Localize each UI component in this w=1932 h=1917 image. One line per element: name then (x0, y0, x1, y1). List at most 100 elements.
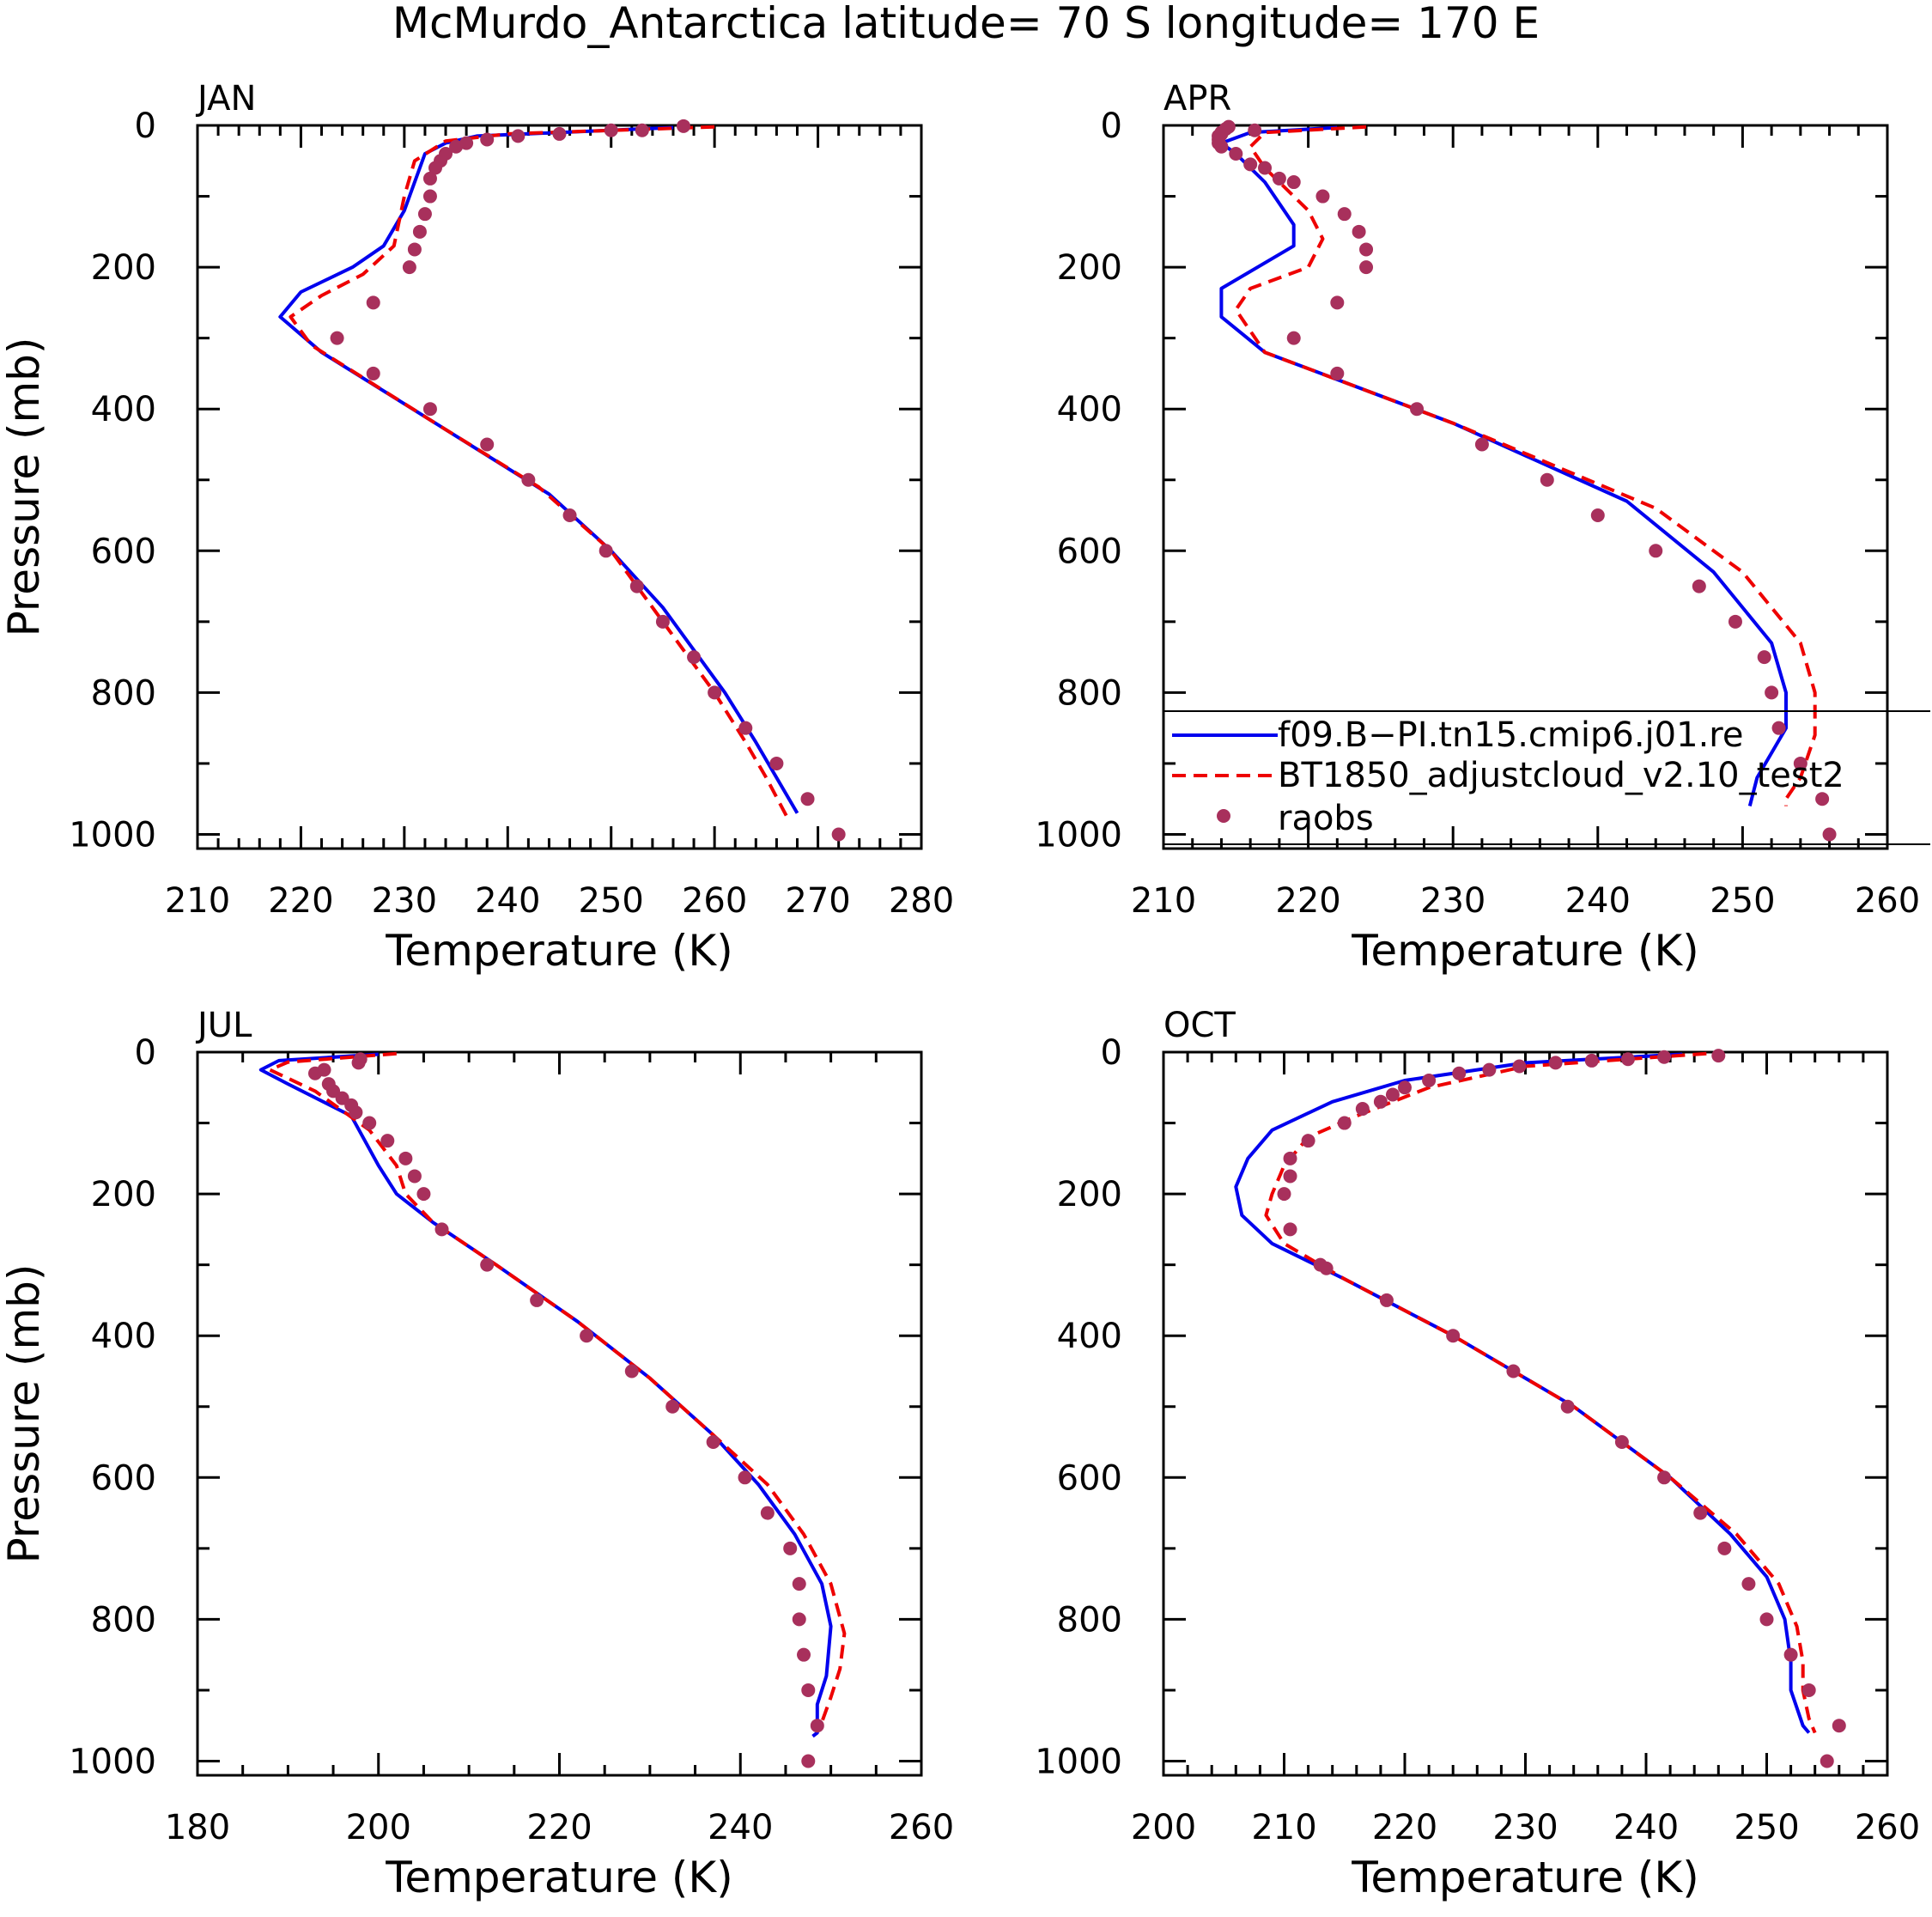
x-tick-label: 220 (1372, 1808, 1437, 1847)
raobs-point (1385, 1087, 1400, 1102)
raobs-point (480, 437, 495, 452)
raobs-point (1771, 721, 1786, 735)
raobs-point (1330, 366, 1345, 380)
legend-marker (1217, 809, 1230, 823)
raobs-point (1765, 685, 1779, 700)
x-tick-label: 260 (682, 881, 747, 921)
raobs-point (434, 1222, 449, 1237)
series-line-model2 (268, 1051, 847, 1726)
raobs-point (1711, 1049, 1726, 1063)
raobs-point (792, 1577, 806, 1591)
y-tick-label: 800 (1057, 1600, 1122, 1640)
raobs-point (1452, 1066, 1467, 1080)
raobs-point (1379, 1293, 1394, 1307)
y-tick-label: 400 (91, 390, 156, 429)
y-tick-label: 400 (1057, 1317, 1122, 1356)
raobs-point (417, 207, 432, 222)
raobs-point (635, 123, 649, 137)
raobs-point (552, 126, 567, 141)
x-tick-label: 220 (268, 881, 333, 921)
raobs-point (1692, 579, 1706, 593)
raobs-point (580, 1329, 594, 1343)
raobs-point (624, 1364, 639, 1378)
raobs-point (1548, 1056, 1563, 1070)
y-tick-label: 200 (1057, 1175, 1122, 1214)
x-tick-label: 230 (1420, 881, 1485, 921)
raobs-point (1286, 175, 1301, 190)
y-tick-label: 0 (1101, 1033, 1122, 1073)
x-tick-label: 250 (1710, 881, 1775, 921)
x-axis-label: Temperature (K) (1351, 926, 1698, 976)
x-tick-label: 210 (1251, 1808, 1316, 1847)
raobs-point (792, 1612, 806, 1627)
raobs-point (1422, 1074, 1437, 1088)
raobs-point (1359, 242, 1374, 257)
raobs-point (810, 1719, 824, 1733)
panel-label: JAN (195, 79, 256, 119)
raobs-point (1272, 171, 1286, 186)
raobs-point (402, 260, 416, 275)
raobs-point (1373, 1094, 1388, 1109)
x-tick-label: 240 (1565, 881, 1631, 921)
raobs-point (655, 614, 670, 629)
raobs-point (521, 472, 536, 487)
raobs-point (708, 685, 722, 700)
y-tick-label: 200 (91, 248, 156, 288)
raobs-point (1820, 1754, 1834, 1768)
raobs-point (1741, 1577, 1756, 1591)
raobs-point (1474, 437, 1489, 452)
raobs-point (366, 295, 380, 310)
y-tick-label: 1000 (1035, 815, 1122, 855)
raobs-point (797, 1647, 811, 1662)
raobs-point (1248, 123, 1262, 137)
legend-entry-label: raobs (1278, 799, 1374, 838)
raobs-point (738, 721, 753, 735)
raobs-point (1482, 1062, 1497, 1077)
y-tick-label: 800 (1057, 673, 1122, 713)
x-tick-label: 240 (708, 1808, 773, 1847)
series-line-model1 (258, 1052, 833, 1738)
raobs-point (1214, 139, 1229, 154)
raobs-point (1540, 472, 1554, 487)
raobs-point (1620, 1052, 1635, 1067)
y-axis-label: Pressure (mb) (0, 1264, 49, 1564)
raobs-point (801, 1754, 816, 1768)
raobs-point (1283, 1151, 1297, 1165)
y-tick-label: 400 (91, 1317, 156, 1356)
raobs-point (380, 1134, 395, 1148)
x-tick-label: 220 (526, 1808, 592, 1847)
x-tick-label: 230 (1492, 1808, 1558, 1847)
raobs-point (1657, 1050, 1672, 1064)
raobs-point (1822, 827, 1837, 842)
y-tick-label: 0 (1101, 106, 1122, 146)
series-line-model2 (289, 125, 789, 818)
raobs-point (407, 242, 422, 257)
x-tick-label: 240 (475, 881, 540, 921)
raobs-point (1410, 402, 1425, 417)
series-line-model2 (1264, 1051, 1817, 1734)
y-tick-label: 0 (135, 106, 156, 146)
y-tick-label: 800 (91, 673, 156, 713)
raobs-point (1301, 1134, 1315, 1148)
raobs-point (1315, 189, 1330, 204)
raobs-point (1277, 1187, 1291, 1202)
series-line-model2 (1234, 125, 1817, 806)
y-tick-label: 200 (1057, 248, 1122, 288)
y-tick-label: 600 (1057, 532, 1122, 571)
panel-label: OCT (1163, 1006, 1236, 1045)
x-tick-label: 210 (165, 881, 230, 921)
raobs-point (1398, 1080, 1412, 1095)
y-tick-label: 200 (91, 1175, 156, 1214)
y-tick-label: 600 (91, 532, 156, 571)
raobs-point (604, 123, 618, 137)
raobs-point (1657, 1470, 1672, 1485)
x-tick-label: 250 (1734, 1808, 1799, 1847)
x-tick-label: 240 (1613, 1808, 1679, 1847)
raobs-point (831, 827, 846, 842)
raobs-point (738, 1470, 752, 1485)
y-tick-label: 800 (91, 1600, 156, 1640)
y-tick-label: 1000 (1035, 1742, 1122, 1781)
